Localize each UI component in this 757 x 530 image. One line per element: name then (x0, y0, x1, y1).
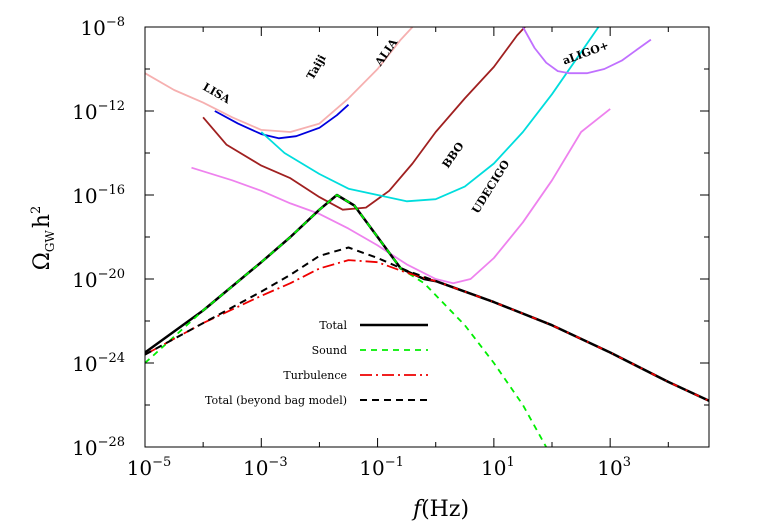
legend-label-turbulence: Turbulence (283, 369, 347, 382)
y-tick-label: 10−20 (72, 267, 125, 292)
annotation-aligo: aLIGO+ (561, 39, 611, 68)
x-tick-label: 101 (481, 455, 515, 480)
y-tick-label: 10−28 (72, 435, 125, 460)
x-axis-label: f(Hz) (411, 497, 469, 522)
sensitivity-curve-aligo (522, 27, 652, 75)
x-tick-label: 103 (597, 455, 631, 480)
ticks-layer: 10−5 10−3 10−1 101 103 10−8 10−12 10−16 10−20 10−… (72, 15, 709, 480)
annotation-lisa: LISA (201, 80, 233, 106)
sensitivity-curve-lisa (214, 104, 350, 140)
y-axis-label: ΩGWh2 (29, 206, 57, 271)
x-tick-label: 10−3 (243, 455, 288, 480)
series-line-turbulence (145, 259, 709, 402)
annotation-bbo: BBO (440, 140, 467, 171)
sensitivity-curve-udecigo (191, 108, 611, 285)
y-tick-label: 10−8 (80, 15, 125, 40)
x-tick-label: 10−5 (127, 455, 172, 480)
legend-label-sound: Sound (312, 344, 347, 357)
annotation-alia: ALIA (372, 36, 401, 69)
series-line-total (145, 193, 709, 402)
sensitivity-curve-alia (202, 27, 527, 211)
y-tick-label: 10−12 (72, 99, 125, 124)
sensitivity-curve-taiji (145, 27, 414, 133)
legend-label-total: Total (319, 319, 347, 332)
plot-frame (144, 26, 710, 448)
series-line-total-beyond-bag-model (145, 246, 709, 402)
y-tick-label: 10−16 (72, 183, 125, 208)
legend: Total Sound Turbulence Total (beyond bag mo… (205, 319, 428, 407)
legend-label-total-beyond-bag-model: Total (beyond bag model) (205, 394, 347, 407)
sensitivity-curve-bbo (260, 27, 600, 203)
x-tick-label: 10−1 (359, 455, 404, 480)
annotation-taiji: Taiji (304, 52, 329, 82)
y-tick-label: 10−24 (72, 351, 125, 376)
curves-layer (145, 27, 709, 447)
